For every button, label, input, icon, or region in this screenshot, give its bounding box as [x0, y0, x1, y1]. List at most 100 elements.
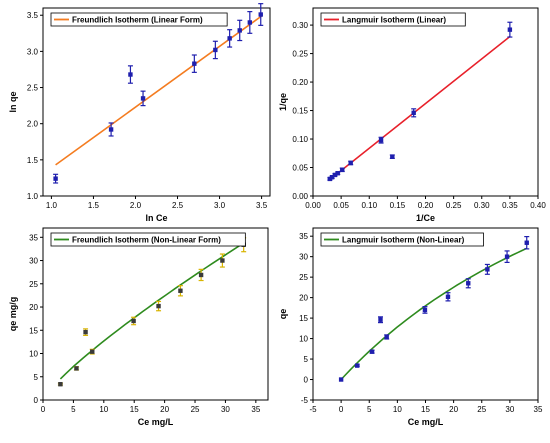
x-tick-label: 35: [251, 405, 260, 414]
plot-frame: [312, 7, 539, 197]
langmuir-nonlinear-plot: -5 0 5 10 15 20 25 30 35 -5 0 5 10 15 20 25 30 35 Ce mg/L q…: [278, 227, 543, 427]
x-tick-label: 20: [160, 405, 169, 414]
y-tick-label: 15: [29, 326, 38, 335]
data-point: [131, 318, 136, 324]
data-point: [332, 172, 338, 178]
data-point: [507, 27, 513, 32]
y-tick-label: 0: [304, 376, 309, 385]
data-point: [348, 160, 353, 166]
data-point: [74, 366, 79, 371]
x-tick-label: 15: [421, 405, 430, 414]
y-axis-label: qe: [278, 309, 288, 320]
y-tick-label: 0: [34, 396, 39, 405]
data-point: [384, 334, 389, 340]
y-axis-label: qe mg/g: [8, 297, 18, 332]
data-point: [192, 61, 197, 66]
x-tick-label: 5: [367, 405, 372, 414]
y-tick-label: 10: [299, 335, 308, 344]
data-point: [411, 110, 416, 116]
x-tick-label: 0: [339, 405, 344, 414]
data-point: [227, 36, 232, 41]
x-axis-label: 1/Ce: [416, 213, 435, 223]
data-point: [378, 137, 384, 143]
x-tick-label: 2.0: [130, 201, 142, 210]
y-tick-label: 0.30: [292, 21, 308, 30]
x-tick-label: 30: [505, 405, 514, 414]
y-tick-label: 0.25: [292, 50, 308, 59]
y-tick-label: 2.0: [27, 120, 39, 129]
x-tick-label: 3.5: [256, 201, 268, 210]
y-tick-label: 25: [299, 273, 308, 282]
legend-label: Langmuir Isotherm (Non-Linear): [342, 236, 465, 245]
y-tick-label: -5: [301, 396, 309, 405]
x-tick-label: 20: [449, 405, 458, 414]
legend-box: [50, 232, 246, 247]
data-point: [390, 154, 395, 159]
data-point: [335, 171, 340, 176]
data-point: [220, 258, 225, 263]
data-point: [178, 288, 183, 293]
data-point: [338, 377, 344, 382]
y-tick-label: 0.15: [292, 107, 308, 116]
data-point: [247, 20, 253, 25]
data-point: [504, 254, 510, 259]
x-tick-label: -5: [309, 405, 317, 414]
data-point: [198, 272, 204, 278]
data-point: [485, 267, 490, 272]
freundlich-nonlinear-plot: 0 5 10 15 20 25 30 35 0 5 10 15 20 25 30 35 Ce mg/L qe mg…: [8, 227, 269, 427]
x-tick-label: 0.35: [502, 201, 518, 210]
data-point: [90, 349, 95, 354]
data-point: [369, 349, 375, 354]
x-tick-label: 30: [221, 405, 230, 414]
legend-label: Freundlich Isotherm (Linear Form): [72, 16, 203, 25]
langmuir-linear-plot: 0.00 0.05 0.10 0.15 0.20 0.25 0.30 0.35 0.40 0.00…: [278, 7, 546, 223]
legend-box: [320, 12, 466, 27]
y-tick-label: 20: [29, 303, 38, 312]
x-tick-label: 0: [41, 405, 46, 414]
plot-frame: [42, 7, 271, 197]
x-axis-label: Ce mg/L: [138, 417, 174, 427]
y-axis-label: 1/qe: [278, 93, 288, 111]
y-tick-label: 30: [299, 253, 308, 262]
y-tick-label: 15: [299, 314, 308, 323]
legend-label: Langmuir Isotherm (Linear): [342, 16, 446, 25]
x-tick-label: 10: [99, 405, 108, 414]
fit-line: [55, 15, 263, 166]
data-point: [422, 307, 428, 313]
x-tick-label: 0.40: [530, 201, 546, 210]
data-point: [329, 175, 335, 180]
x-tick-label: 3.0: [214, 201, 226, 210]
y-tick-label: 1.5: [27, 156, 39, 165]
fit-line: [340, 247, 528, 381]
x-tick-label: 2.5: [172, 201, 184, 210]
x-tick-label: 0.25: [446, 201, 462, 210]
y-tick-label: 0.05: [292, 164, 308, 173]
x-tick-label: 35: [534, 405, 543, 414]
plot-frame: [42, 227, 269, 401]
data-point: [108, 127, 114, 132]
data-point: [237, 28, 242, 33]
y-tick-label: 5: [34, 373, 39, 382]
data-point: [378, 317, 383, 322]
x-tick-label: 25: [191, 405, 200, 414]
x-tick-label: 0.20: [418, 201, 434, 210]
y-tick-label: 5: [304, 355, 309, 364]
freundlich-linear-plot: 1.0 1.5 2.0 2.5 3.0 3.5 1.0 1.5 2.0 2.5 3.0 3.5 ln C…: [8, 3, 271, 223]
y-axis-label: ln qe: [8, 91, 18, 112]
legend-label: Freundlich Isotherm (Non-Linear Form): [72, 236, 221, 245]
data-point: [258, 12, 263, 17]
x-tick-label: 1.5: [88, 201, 100, 210]
y-tick-label: 0.10: [292, 135, 308, 144]
y-tick-label: 1.0: [27, 192, 39, 201]
y-tick-label: 30: [29, 257, 38, 266]
x-tick-label: 0.05: [333, 201, 349, 210]
x-tick-label: 0.00: [305, 201, 321, 210]
y-tick-label: 0.20: [292, 78, 308, 87]
fit-line: [59, 242, 245, 380]
data-point: [156, 303, 161, 309]
x-tick-label: 0.10: [361, 201, 377, 210]
x-axis-label: Ce mg/L: [408, 417, 444, 427]
data-point: [58, 381, 63, 387]
